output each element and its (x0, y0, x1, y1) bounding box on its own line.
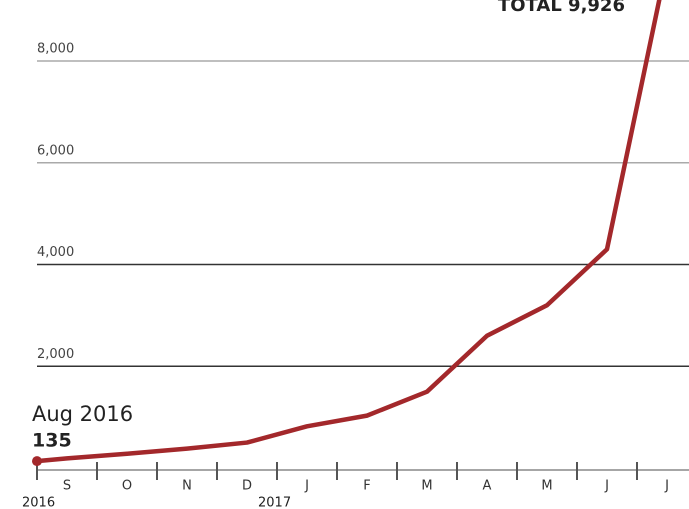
total-label: TOTAL 9,926 (498, 0, 625, 16)
x-tick-label: J (604, 479, 609, 494)
x-tick-label: M (541, 479, 552, 494)
year-label: 2016 (22, 496, 55, 509)
y-tick-label: 4,000 (37, 245, 74, 260)
y-tick-label: 8,000 (37, 42, 74, 57)
x-tick-label: S (63, 479, 71, 494)
x-tick-label: N (182, 479, 192, 494)
x-tick-label: M (421, 479, 432, 494)
year-label: 2017 (258, 496, 291, 509)
x-tick-label: O (122, 479, 132, 494)
start-date: Aug 2016 (32, 402, 133, 426)
x-tick-label: A (483, 479, 492, 494)
data-line (36, 0, 662, 464)
x-tick-label: J (304, 479, 309, 494)
x-tick-label: F (363, 479, 370, 494)
y-tick-label: 6,000 (37, 143, 74, 158)
start-point (32, 456, 42, 467)
x-tick-label: J (664, 479, 669, 494)
start-value: 135 (32, 430, 72, 452)
y-tick-label: 2,000 (37, 347, 74, 362)
x-tick-label: D (242, 479, 252, 494)
